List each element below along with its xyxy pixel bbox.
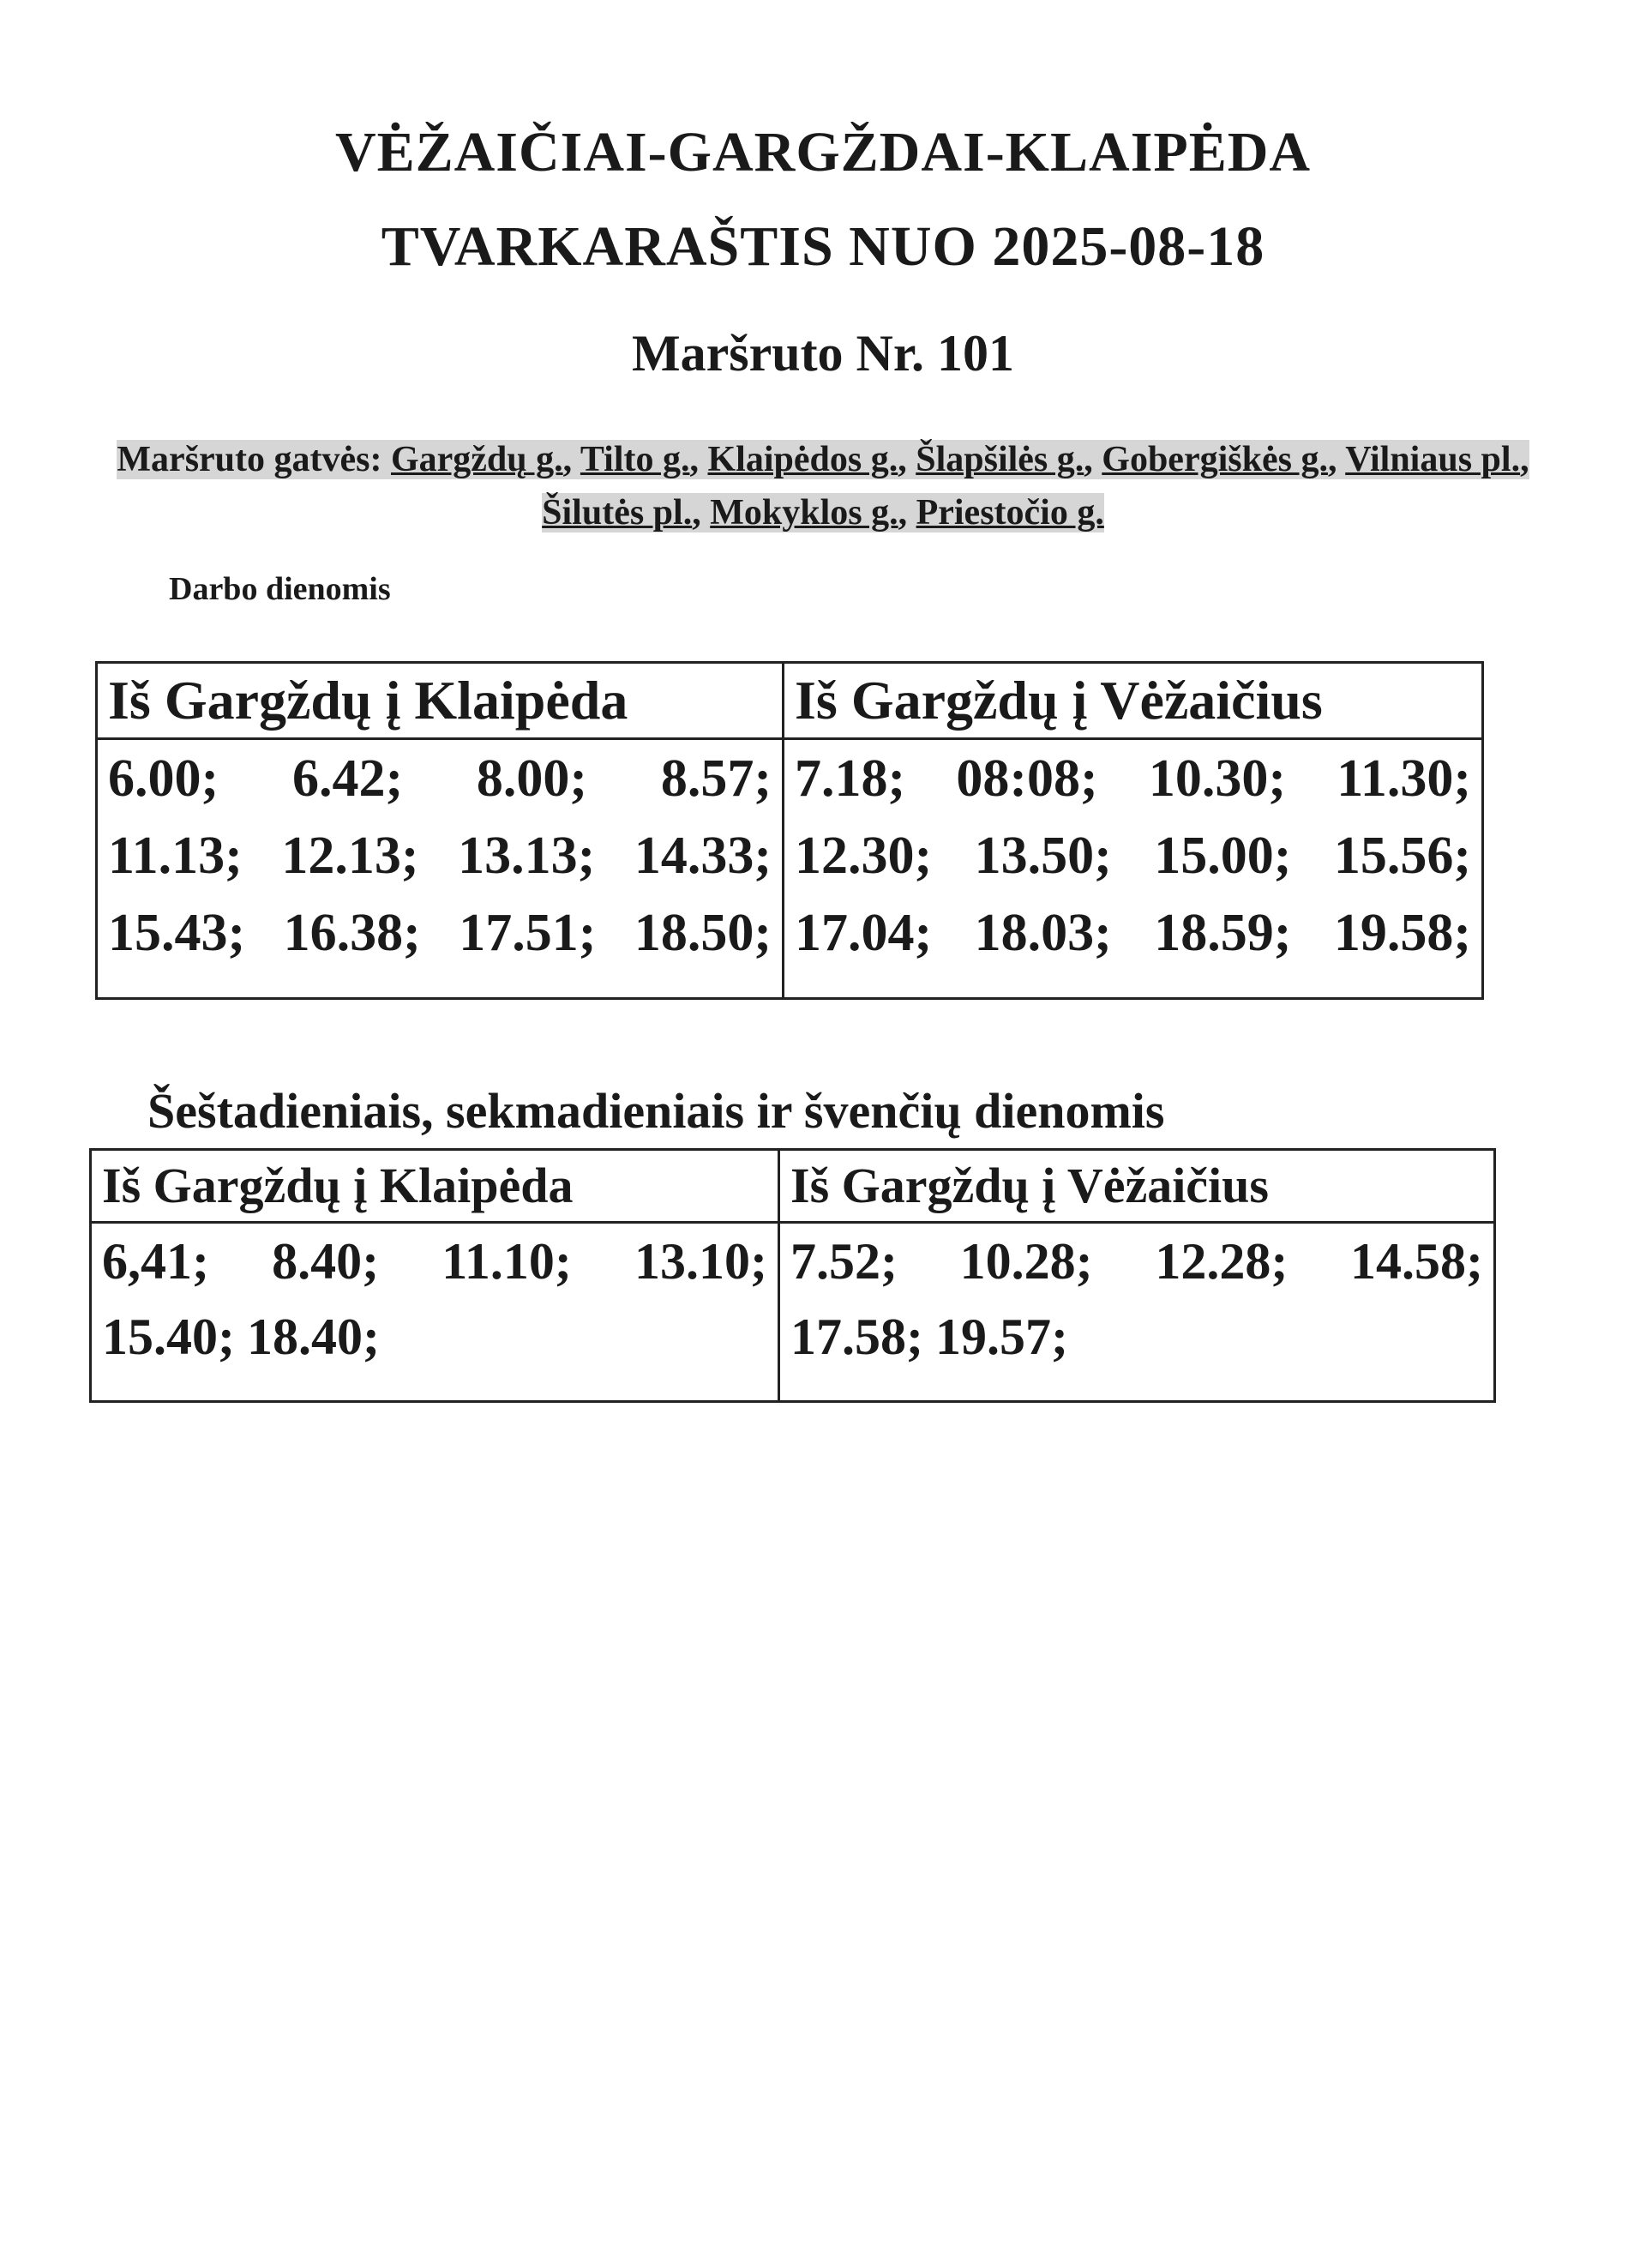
weekends-heading: Šeštadieniais, sekmadieniais ir švenčių … [147, 1083, 1165, 1139]
weekdays-table: Iš Gargždų į Klaipėda Iš Gargždų į Vėžai… [95, 661, 1484, 1000]
departure-time: 10.28; [959, 1233, 1093, 1290]
streets-label: Maršruto gatvės: [117, 440, 382, 479]
departure-time: 11.13; [108, 827, 243, 885]
departure-time: 11.30; [1337, 749, 1471, 808]
departure-time: 08:08; [956, 749, 1098, 808]
times-row: 11.13; 12.13; 13.13; 14.33; [108, 817, 772, 894]
departure-time: 15.40; [102, 1308, 235, 1365]
departure-time: 13.13; [458, 827, 596, 885]
departure-time: 18.59; [1154, 904, 1292, 962]
departure-time: 15.00; [1154, 827, 1292, 885]
street-name: Vilniaus pl. [1345, 440, 1521, 479]
departure-time: 12.30; [795, 827, 933, 885]
departure-time: 7.52; [790, 1233, 898, 1290]
route-streets: Maršruto gatvės: Gargždų g., Tilto g., K… [117, 440, 1529, 532]
departure-time: 17.58; [790, 1308, 923, 1365]
departure-time: 18.40; [246, 1308, 380, 1365]
departure-time: 13.10; [634, 1233, 767, 1290]
departure-time: 11.10; [442, 1233, 572, 1290]
departure-time: 16.38; [283, 904, 421, 962]
departure-time: 6.42; [291, 749, 404, 808]
times-row: 17.58; 19.57; [790, 1299, 1483, 1375]
column-header: Iš Gargždų į Klaipėda [89, 1148, 780, 1224]
title-route-name: VĖŽAIČIAI-GARGŽDAI-KLAIPĖDA [334, 121, 1312, 183]
departure-time: 17.51; [459, 904, 597, 962]
times-cell: 7.18; 08:08; 10.30; 11.30; 12.30; 13.50; 15.00… [782, 737, 1484, 1000]
street-name: Gargždų g. [390, 440, 563, 479]
title-schedule-date: TVARKARAŠTIS NUO 2025-08-18 [381, 215, 1265, 278]
departure-time: 10.30; [1148, 749, 1287, 808]
times-cell: 7.52; 10.28; 12.28; 14.58; 17.58; 19.57; [778, 1221, 1496, 1403]
departure-time: 13.50; [974, 827, 1112, 885]
departure-time: 15.43; [108, 904, 246, 962]
weekends-table: Iš Gargždų į Klaipėda Iš Gargždų į Vėžai… [89, 1148, 1496, 1403]
departure-time: 14.33; [634, 827, 772, 885]
column-header: Iš Gargždų į Vėžaičius [782, 661, 1484, 740]
times-row: 15.43; 16.38; 17.51; 18.50; [108, 894, 772, 972]
street-name: Klaipėdos g. [707, 440, 898, 479]
times-row: 15.40; 18.40; [102, 1299, 767, 1375]
departure-time: 6.00; [108, 749, 219, 808]
departure-time: 7.18; [795, 749, 906, 808]
departure-time: 19.58; [1333, 904, 1471, 962]
departure-time: 15.56; [1333, 827, 1471, 885]
departure-time: 8.40; [272, 1233, 380, 1290]
street-name: Tilto g. [580, 440, 690, 479]
departure-time: 12.13; [281, 827, 419, 885]
departure-time: 14.58; [1350, 1233, 1483, 1290]
column-header: Iš Gargždų į Klaipėda [95, 661, 784, 740]
times-cell: 6,41; 8.40; 11.10; 13.10; 15.40; 18.40; [89, 1221, 780, 1403]
departure-time: 8.00; [476, 749, 588, 808]
departure-time: 18.50; [634, 904, 772, 962]
departure-time: 8.57; [660, 749, 772, 808]
times-cell: 6.00; 6.42; 8.00; 8.57; 11.13; 12.13; 13.13; 14… [95, 737, 784, 1000]
times-row: 17.04; 18.03; 18.59; 19.58; [795, 894, 1471, 972]
times-row: 7.52; 10.28; 12.28; 14.58; [790, 1224, 1483, 1299]
departure-time: 19.57; [934, 1308, 1068, 1365]
weekdays-heading: Darbo dienomis [169, 571, 391, 607]
route-number: Maršruto Nr. 101 [631, 325, 1015, 382]
street-name: Šilutės pl. [542, 493, 693, 532]
street-name: Šlapšilės g. [916, 440, 1084, 479]
departure-time: 12.28; [1155, 1233, 1289, 1290]
departure-time: 18.03; [974, 904, 1112, 962]
departure-time: 6,41; [102, 1233, 209, 1290]
times-row: 6,41; 8.40; 11.10; 13.10; [102, 1224, 767, 1299]
times-row: 6.00; 6.42; 8.00; 8.57; [108, 740, 772, 817]
departure-time: 17.04; [795, 904, 933, 962]
street-name: Gobergiškės g. [1102, 440, 1328, 479]
times-row: 12.30; 13.50; 15.00; 15.56; [795, 817, 1471, 894]
column-header: Iš Gargždų į Vėžaičius [778, 1148, 1496, 1224]
times-row: 7.18; 08:08; 10.30; 11.30; [795, 740, 1471, 817]
street-name: Mokyklos g. [710, 493, 898, 532]
street-name: Priestočio g. [916, 493, 1104, 532]
